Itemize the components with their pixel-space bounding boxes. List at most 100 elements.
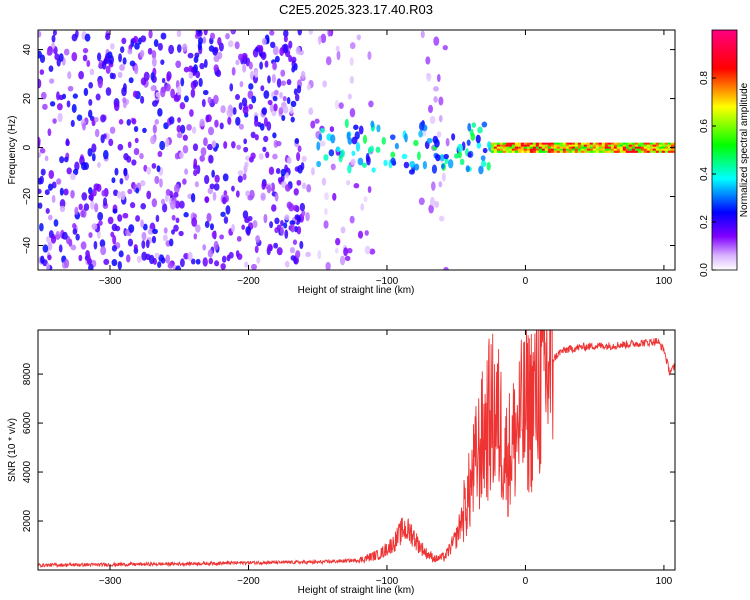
heatmap-cell xyxy=(133,125,139,133)
heatmap-cell xyxy=(443,266,449,270)
heatmap-cell xyxy=(589,142,594,145)
heatmap-cell xyxy=(284,172,289,179)
heatmap-cell xyxy=(213,183,220,191)
heatmap-cell xyxy=(133,244,138,250)
heatmap-cell xyxy=(649,144,654,147)
heatmap-cell xyxy=(127,141,132,149)
heatmap-cell xyxy=(180,124,186,134)
heatmap-cell xyxy=(426,137,433,144)
heatmap-cell xyxy=(295,46,301,55)
heatmap-cell xyxy=(108,138,114,147)
heatmap-cell xyxy=(113,189,119,197)
heatmap-cell xyxy=(574,142,579,145)
heatmap-cell xyxy=(160,59,165,65)
heatmap-cell xyxy=(643,144,648,147)
heatmap-cell xyxy=(435,154,441,162)
heatmap-cell xyxy=(425,56,431,65)
heatmap-cell xyxy=(292,239,298,245)
heatmap-cell xyxy=(134,64,139,75)
heatmap-cell xyxy=(316,160,322,168)
heatmap-cell xyxy=(47,183,54,191)
heatmap-cell xyxy=(481,160,487,168)
heatmap-cell xyxy=(541,150,546,153)
heatmap-cell xyxy=(526,142,531,145)
heatmap-cell xyxy=(176,30,182,38)
heatmap-cell xyxy=(283,30,289,38)
colorbar-ticks: 0.0 0.2 0.4 0.6 0.8 xyxy=(699,71,716,277)
heatmap-cell xyxy=(126,119,131,126)
heatmap-cell xyxy=(296,151,301,162)
heatmap-cell xyxy=(148,30,153,39)
heatmap-cell xyxy=(301,155,307,163)
heatmap-cell xyxy=(117,260,122,270)
heatmap-cell xyxy=(362,134,367,145)
heatmap-cell xyxy=(607,148,612,151)
heatmap-cell xyxy=(258,153,264,160)
heatmap-cell xyxy=(592,144,597,147)
heatmap-cell xyxy=(142,127,147,134)
heatmap-cell xyxy=(199,62,205,70)
x-tick-label: 100 xyxy=(656,276,673,287)
heatmap-cell xyxy=(631,150,636,153)
heatmap-cell xyxy=(471,122,477,128)
heatmap-cell xyxy=(330,163,336,171)
heatmap-cell xyxy=(261,107,268,116)
heatmap-cell xyxy=(127,238,134,247)
heatmap-cell xyxy=(658,146,663,149)
heatmap-cell xyxy=(38,136,41,146)
heatmap-cell xyxy=(514,144,519,147)
heatmap-cell xyxy=(646,146,651,149)
heatmap-cell xyxy=(47,254,52,261)
heatmap-cell xyxy=(251,95,257,104)
heatmap-cell xyxy=(183,66,190,73)
heatmap-cell xyxy=(49,78,55,84)
heatmap-cell xyxy=(204,174,210,185)
heatmap-cell xyxy=(63,156,69,163)
heatmap-cell xyxy=(643,146,648,149)
heatmap-cell xyxy=(198,77,203,88)
heatmap-cell xyxy=(296,179,302,186)
heatmap-cell xyxy=(251,263,257,270)
heatmap-cell xyxy=(269,103,274,113)
heatmap-cell xyxy=(595,146,600,149)
heatmap-cell xyxy=(670,148,675,151)
heatmap-cell xyxy=(598,142,603,145)
heatmap-cell xyxy=(646,144,651,147)
heatmap-cell xyxy=(559,142,564,145)
heatmap-cell xyxy=(211,230,217,239)
heatmap-cell xyxy=(254,46,259,53)
heatmap-cell xyxy=(231,185,235,192)
heatmap-cell xyxy=(120,46,125,53)
heatmap-cell xyxy=(535,144,540,147)
heatmap-cell xyxy=(82,122,86,131)
heatmap-cell xyxy=(254,69,259,78)
heatmap-cell xyxy=(199,118,205,127)
heatmap-cell xyxy=(550,146,555,149)
heatmap-cell xyxy=(436,73,441,83)
heatmap-cell xyxy=(652,146,657,149)
heatmap-cell xyxy=(604,144,609,147)
heatmap-cell xyxy=(53,219,59,227)
heatmap-cell xyxy=(288,54,293,63)
heatmap-cell xyxy=(370,120,375,128)
heatmap-cell xyxy=(80,210,85,218)
heatmap-cell xyxy=(556,150,561,153)
heatmap-cell xyxy=(324,192,329,201)
heatmap-cell xyxy=(511,146,516,149)
heatmap-cell xyxy=(601,148,606,151)
heatmap-cell xyxy=(187,251,193,261)
heatmap-cell xyxy=(151,235,157,244)
heatmap-cell xyxy=(139,49,145,58)
heatmap-cell xyxy=(335,45,340,52)
heatmap-cell xyxy=(538,146,543,149)
heatmap-cell xyxy=(655,150,660,153)
heatmap-cell xyxy=(112,234,117,245)
heatmap-cell xyxy=(231,66,236,76)
heatmap-cell xyxy=(248,83,254,90)
heatmap-cell xyxy=(157,108,163,117)
heatmap-cell xyxy=(283,222,288,229)
heatmap-cell xyxy=(526,146,531,149)
heatmap-cell xyxy=(51,194,56,203)
heatmap-cell xyxy=(517,144,522,147)
heatmap-cell xyxy=(173,192,179,198)
